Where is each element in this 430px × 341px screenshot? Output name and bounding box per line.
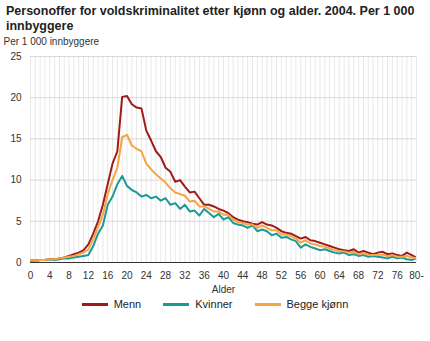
svg-text:20: 20 [10,92,22,103]
svg-text:28: 28 [160,270,172,281]
svg-text:64: 64 [334,270,346,281]
svg-text:36: 36 [199,270,211,281]
svg-text:15: 15 [10,133,22,144]
svg-text:5: 5 [16,216,22,227]
svg-text:40: 40 [218,270,230,281]
svg-text:Alder: Alder [212,284,236,295]
html-text:Personoffer for voldskriminali: Personoffer for voldskriminalitet etter … [6,4,415,33]
svg-text:25: 25 [10,51,22,62]
html-text:Kvinner: Kvinner [195,298,233,310]
svg-text:44: 44 [237,270,249,281]
svg-text:10: 10 [10,174,22,185]
html-text:Begge kjønn: Begge kjønn [286,298,349,310]
svg-text:12: 12 [83,270,95,281]
svg-text:72: 72 [372,270,384,281]
svg-text:8: 8 [66,270,72,281]
svg-text:48: 48 [257,270,269,281]
svg-text:Per 1 000 innbyggere: Per 1 000 innbyggere [4,36,100,47]
svg-text:20: 20 [121,270,133,281]
svg-text:52: 52 [276,270,288,281]
svg-text:60: 60 [314,270,326,281]
svg-text:80-: 80- [409,270,423,281]
svg-text:76: 76 [392,270,404,281]
svg-text:16: 16 [102,270,114,281]
svg-text:0: 0 [16,257,22,268]
svg-text:68: 68 [353,270,365,281]
svg-text:32: 32 [179,270,191,281]
html-text:Menn: Menn [113,298,142,310]
svg-text:56: 56 [295,270,307,281]
svg-text:4: 4 [47,270,53,281]
svg-text:24: 24 [141,270,153,281]
svg-text:0: 0 [28,270,34,281]
